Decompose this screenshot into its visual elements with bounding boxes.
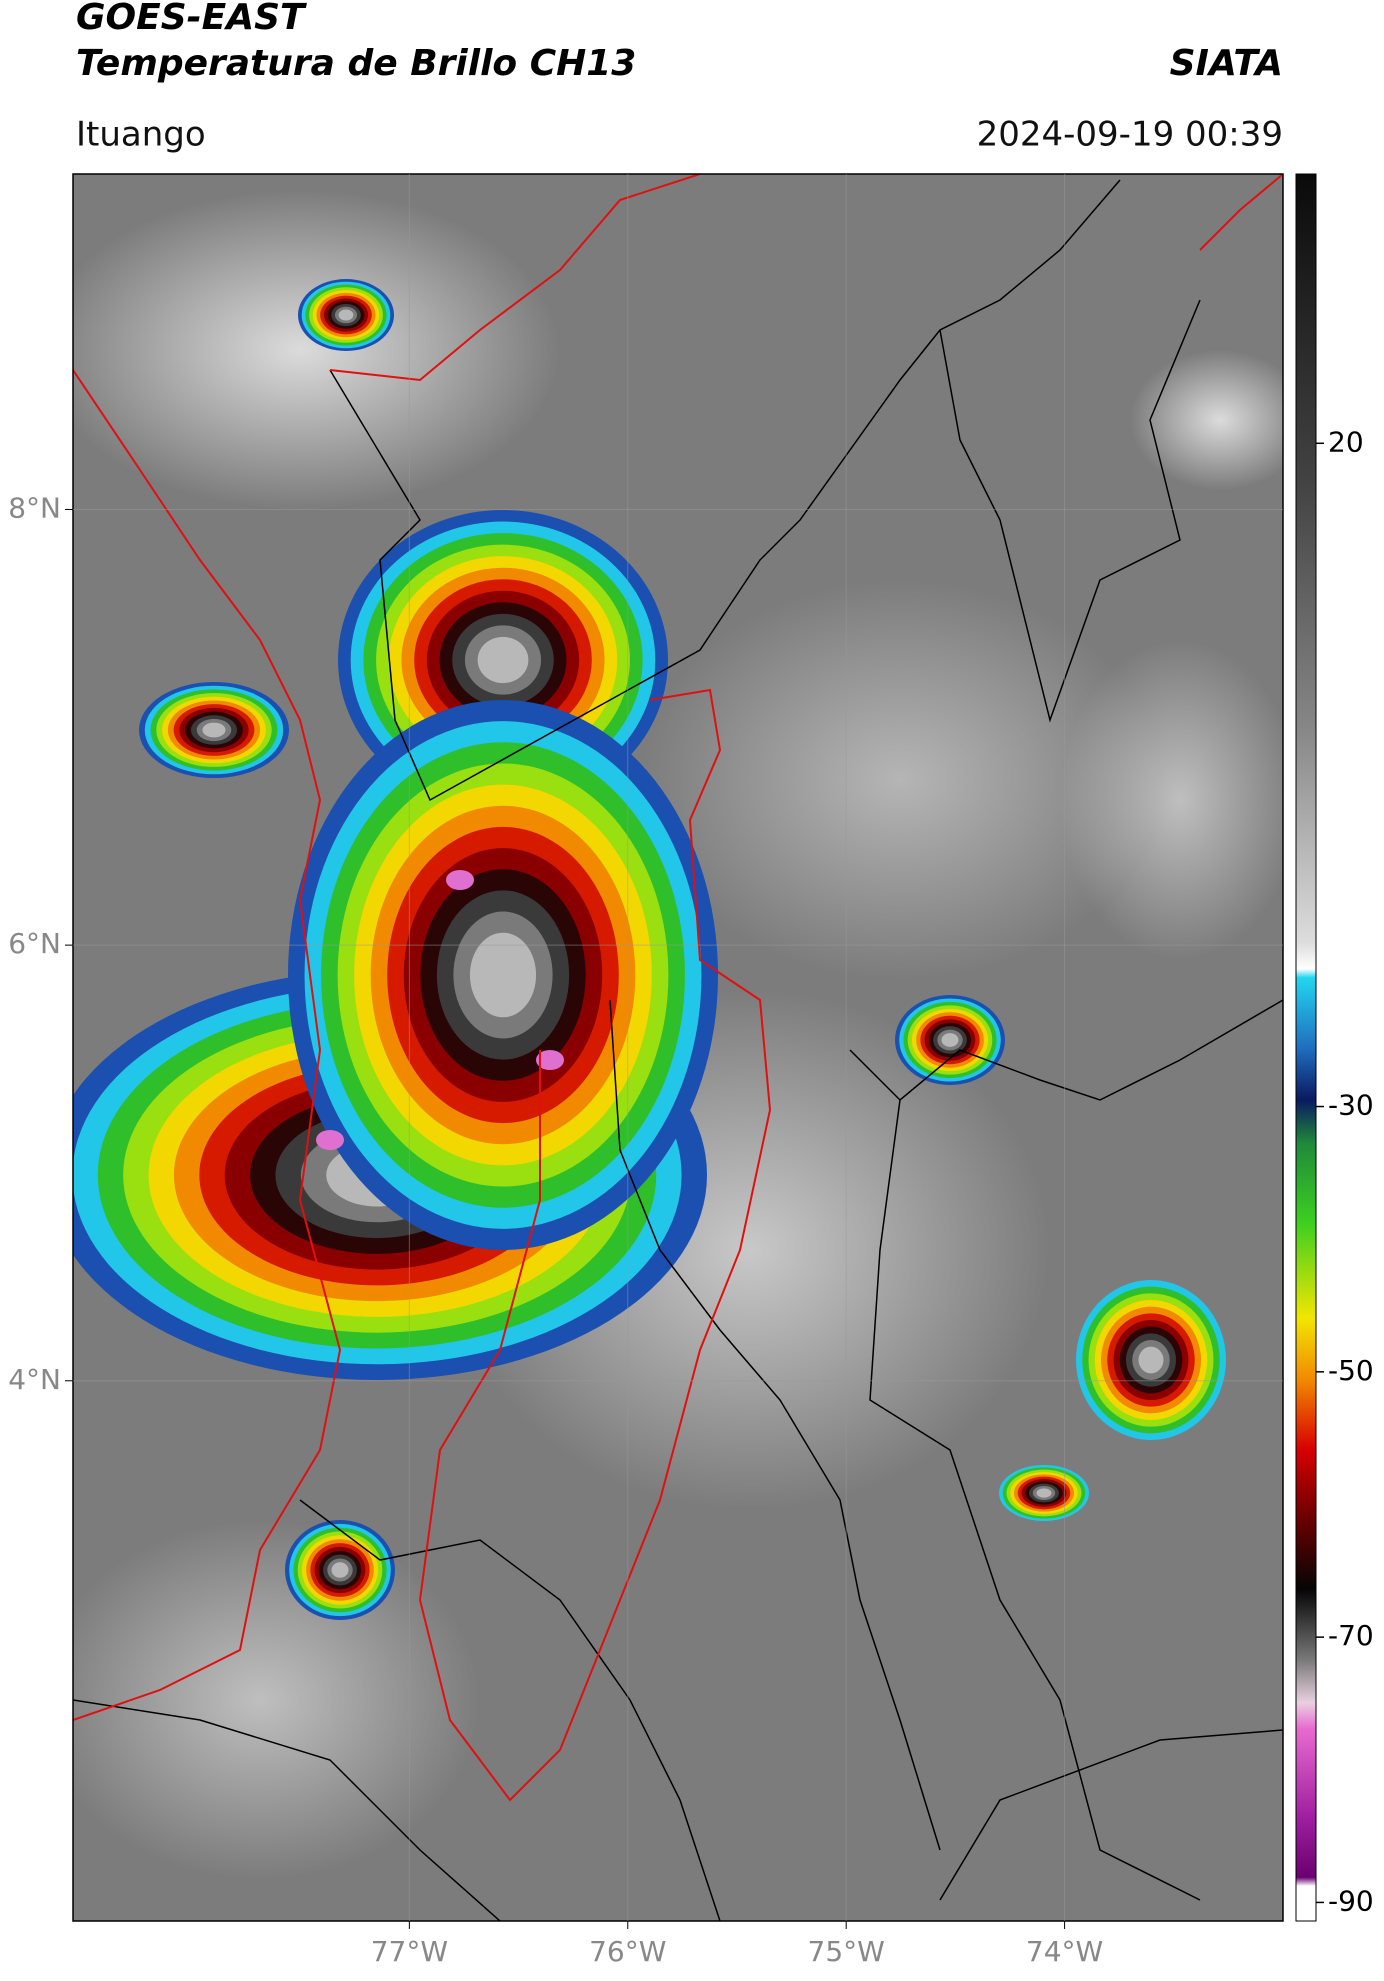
storm-ring — [469, 932, 537, 1018]
cloud — [1130, 350, 1283, 490]
colorbar-tick-label: -70 — [1328, 1619, 1374, 1652]
colorbar-tick-label: -90 — [1328, 1884, 1374, 1917]
datetime: 2024-09-19 00:39 — [977, 115, 1283, 155]
cold-top — [446, 870, 474, 890]
storm-ring — [477, 636, 529, 684]
agency: SIATA — [1170, 43, 1283, 84]
title: Temperatura de Brillo CH13 — [76, 43, 636, 84]
colorbar-tick-label: -50 — [1328, 1354, 1374, 1387]
storm-ring — [338, 309, 354, 321]
storm-ring — [1036, 1488, 1052, 1498]
colorbar-tick-label: -30 — [1328, 1089, 1374, 1122]
cloud — [73, 1520, 480, 1880]
admin-borders — [73, 179, 1283, 1921]
cloud — [73, 190, 560, 510]
title: GOES-EAST — [76, 0, 307, 38]
x-tick-label: 75°W — [808, 1935, 885, 1968]
graticule: 77°W 76°W 75°W 74°W 4°N 6°N 8°N — [8, 174, 1283, 1968]
storm-ring — [941, 1033, 959, 1047]
cloud — [640, 580, 1160, 980]
colorbar-tick-label: 20 — [1328, 425, 1364, 458]
colorbar-ticks: -90 -70 -50 -30 20 — [1316, 425, 1374, 1917]
map-frame — [72, 173, 1284, 1922]
national-borders — [73, 174, 1283, 1802]
cold-top — [316, 1130, 344, 1150]
x-tick-label: 74°W — [1026, 1935, 1103, 1968]
y-tick-label: 6°N — [8, 927, 61, 960]
location: Ituango — [76, 115, 206, 155]
x-tick-label: 76°W — [589, 1935, 666, 1968]
x-tick-label: 77°W — [371, 1935, 448, 1968]
storm-ring — [202, 722, 226, 738]
colorbar — [1295, 173, 1317, 1922]
cloud — [1060, 640, 1283, 960]
cold-top — [536, 1050, 564, 1070]
map — [73, 174, 1283, 1921]
y-tick-label: 8°N — [8, 491, 61, 524]
storm-ring — [1138, 1346, 1164, 1374]
storm-cells — [73, 279, 1226, 1620]
storm-ring — [331, 1562, 349, 1578]
y-tick-label: 4°N — [8, 1363, 61, 1396]
